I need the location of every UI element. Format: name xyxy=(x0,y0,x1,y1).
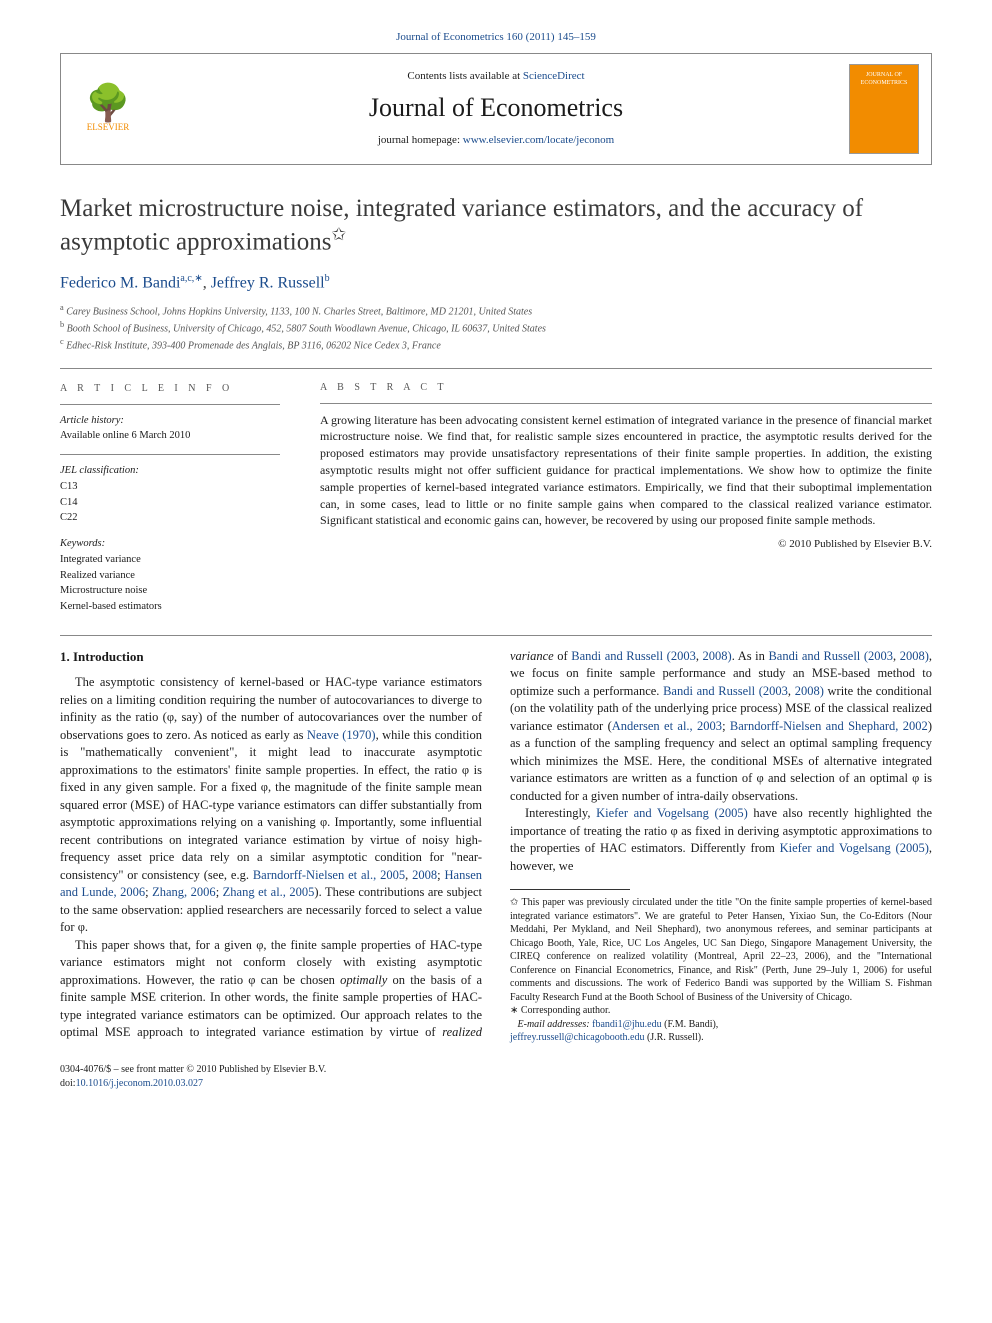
article-info-heading: A R T I C L E I N F O xyxy=(60,381,280,396)
cite-br2008b[interactable]: 2008) xyxy=(900,649,929,663)
homepage-prefix: journal homepage: xyxy=(378,134,463,146)
email-bandi[interactable]: fbandi1@jhu.edu xyxy=(592,1019,661,1030)
homepage-link[interactable]: www.elsevier.com/locate/jeconom xyxy=(463,134,614,146)
cite-br2008c[interactable]: 2008) xyxy=(795,684,824,698)
footnote-thanks: ✩ This paper was previously circulated u… xyxy=(510,896,932,1004)
email-russell[interactable]: jeffrey.russell@chicagobooth.edu xyxy=(510,1032,644,1043)
affiliation-c: c Edhec-Risk Institute, 393-400 Promenad… xyxy=(60,336,932,353)
citation-line: Journal of Econometrics 160 (2011) 145–1… xyxy=(60,30,932,45)
article-title: Market microstructure noise, integrated … xyxy=(60,193,932,258)
affiliation-b: b Booth School of Business, University o… xyxy=(60,319,932,336)
journal-name: Journal of Econometrics xyxy=(157,90,835,125)
section-heading-intro: 1. Introduction xyxy=(60,648,482,666)
jel-c14: C14 xyxy=(60,497,78,508)
divider-top xyxy=(60,368,932,369)
cite-zhang2005[interactable]: Zhang et al., 2005 xyxy=(223,885,315,899)
cite-neave1970[interactable]: Neave (1970) xyxy=(307,728,376,742)
affiliation-a: a Carey Business School, Johns Hopkins U… xyxy=(60,302,932,319)
abstract: A B S T R A C T A growing literature has… xyxy=(320,381,932,625)
keyword-0: Integrated variance xyxy=(60,554,141,565)
history-value: Available online 6 March 2010 xyxy=(60,430,190,441)
citation-link[interactable]: Journal of Econometrics 160 (2011) 145–1… xyxy=(396,31,596,43)
contents-prefix: Contents lists available at xyxy=(407,70,522,82)
author-link-russell[interactable]: Jeffrey R. Russell xyxy=(211,274,325,291)
keywords-label: Keywords: xyxy=(60,538,105,549)
footnote-separator xyxy=(510,889,630,890)
cite-br2008a[interactable]: 2008) xyxy=(703,649,732,663)
elsevier-tree-icon: 🌳 xyxy=(86,85,131,121)
doi-link[interactable]: 10.1016/j.jeconom.2010.03.027 xyxy=(76,1078,204,1089)
author-sep: , xyxy=(203,274,211,291)
jel-label: JEL classification: xyxy=(60,465,139,476)
author-aff-russell[interactable]: b xyxy=(325,273,330,284)
cite-bn2005[interactable]: Barndorff-Nielsen et al., 2005 xyxy=(253,868,405,882)
cite-bn2008[interactable]: 2008 xyxy=(412,868,437,882)
page-footer: 0304-4076/$ – see front matter © 2010 Pu… xyxy=(60,1063,932,1091)
journal-cover-thumb: JOURNAL OF ECONOMETRICS xyxy=(849,64,919,154)
abstract-text: A growing literature has been advocating… xyxy=(320,412,932,530)
sciencedirect-link[interactable]: ScienceDirect xyxy=(523,70,585,82)
cite-andersen2003[interactable]: Andersen et al., 2003 xyxy=(612,719,722,733)
cite-kv2005b[interactable]: Kiefer and Vogelsang (2005) xyxy=(780,841,929,855)
doi-label: doi: xyxy=(60,1078,76,1089)
author-aff-bandi[interactable]: a,c, xyxy=(180,273,194,284)
cite-br2003a[interactable]: Bandi and Russell (2003 xyxy=(571,649,696,663)
jel-c13: C13 xyxy=(60,481,78,492)
keyword-2: Microstructure noise xyxy=(60,585,147,596)
abstract-copyright: © 2010 Published by Elsevier B.V. xyxy=(320,537,932,552)
history-label: Article history: xyxy=(60,415,124,426)
affiliations: a Carey Business School, Johns Hopkins U… xyxy=(60,302,932,354)
footnote-emails: E-mail addresses: fbandi1@jhu.edu (F.M. … xyxy=(510,1018,932,1045)
footnote-corresponding: ∗ Corresponding author. xyxy=(510,1004,932,1018)
cite-kv2005a[interactable]: Kiefer and Vogelsang (2005) xyxy=(596,806,748,820)
abstract-heading: A B S T R A C T xyxy=(320,381,932,395)
body-p1: The asymptotic consistency of kernel-bas… xyxy=(60,674,482,937)
journal-header: 🌳 ELSEVIER Contents lists available at S… xyxy=(60,53,932,165)
divider-bottom xyxy=(60,635,932,636)
jel-c22: C22 xyxy=(60,512,78,523)
keyword-3: Kernel-based estimators xyxy=(60,601,162,612)
author-corr-bandi[interactable]: ∗ xyxy=(194,273,202,284)
cite-bnshephard2002[interactable]: Barndorff-Nielsen and Shephard, 2002 xyxy=(730,719,928,733)
cite-br2003b[interactable]: Bandi and Russell (2003 xyxy=(768,649,893,663)
authors: Federico M. Bandia,c,∗, Jeffrey R. Russe… xyxy=(60,272,932,294)
author-link-bandi[interactable]: Federico M. Bandi xyxy=(60,274,180,291)
cite-br2003c[interactable]: Bandi and Russell (2003 xyxy=(663,684,788,698)
keyword-1: Realized variance xyxy=(60,570,135,581)
cover-label: JOURNAL OF ECONOMETRICS xyxy=(850,71,918,87)
body-p3: Interestingly, Kiefer and Vogelsang (200… xyxy=(510,805,932,875)
cite-zhang2006[interactable]: Zhang, 2006 xyxy=(152,885,216,899)
elsevier-logo: 🌳 ELSEVIER xyxy=(73,69,143,149)
publisher-name: ELSEVIER xyxy=(87,121,130,133)
title-footnote-marker: ✩ xyxy=(331,224,346,244)
footer-copyright: 0304-4076/$ – see front matter © 2010 Pu… xyxy=(60,1063,932,1077)
contents-line: Contents lists available at ScienceDirec… xyxy=(157,69,835,84)
homepage-line: journal homepage: www.elsevier.com/locat… xyxy=(157,133,835,148)
article-info: A R T I C L E I N F O Article history: A… xyxy=(60,381,280,625)
title-text: Market microstructure noise, integrated … xyxy=(60,195,863,256)
